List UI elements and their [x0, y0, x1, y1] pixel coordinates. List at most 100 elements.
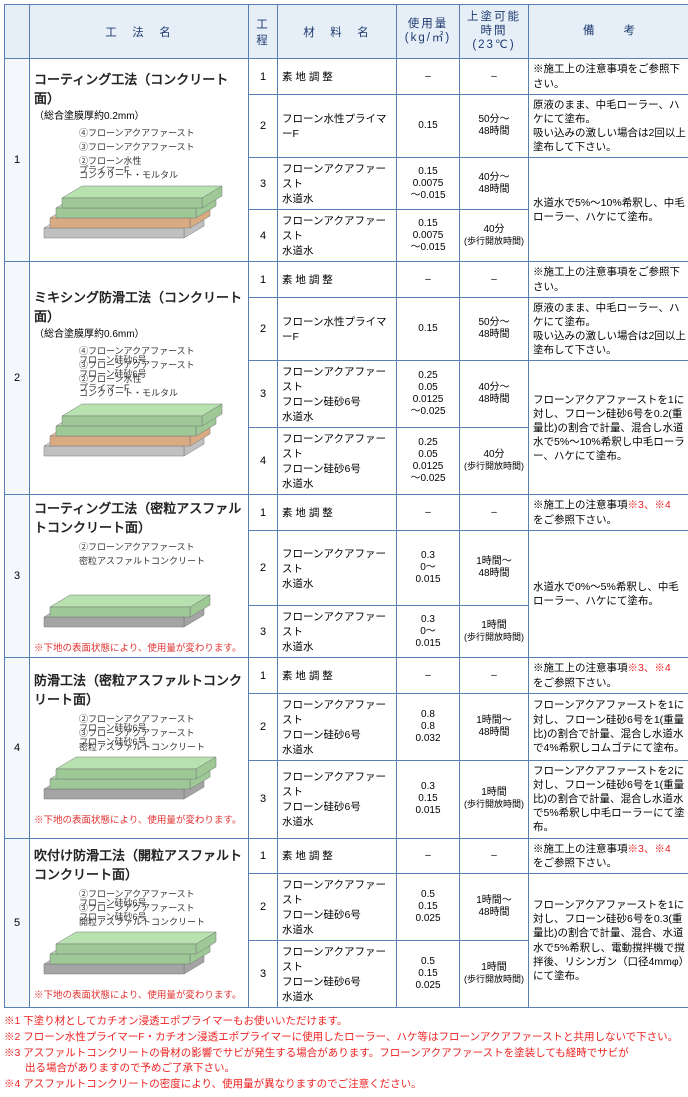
note-cell: フローンアクアファーストを1に対し、フローン硅砂6号を0.2(重量比)の割合で計…: [529, 361, 688, 495]
usage-amount: –: [397, 262, 460, 297]
step-number: 3: [249, 158, 278, 210]
recoat-time: –: [460, 262, 529, 297]
usage-amount: 0.30～0.015: [397, 530, 460, 606]
method-cell: コーティング工法（コンクリート面）（総合塗膜厚約0.2mm）④フローンアクアファ…: [30, 59, 249, 262]
note-cell: フローンアクアファーストを1に対し、フローン硅砂6号を1(重量比)の割合で計量、…: [529, 693, 688, 760]
step-number: 1: [249, 495, 278, 530]
usage-amount: 0.50.150.025: [397, 941, 460, 1008]
note-cell: ※施工上の注意事項※3、※4をご参照下さい。: [529, 838, 688, 873]
note-cell: フローンアクアファーストを2に対し、フローン硅砂6号を1(重量比)の割合で計量、…: [529, 760, 688, 838]
header-step: 工程: [249, 5, 278, 59]
svg-text:④フローンアクアファースト: ④フローンアクアファースト: [79, 128, 195, 138]
svg-text:コンクリート・モルタル: コンクリート・モルタル: [79, 388, 178, 398]
usage-amount: 0.250.050.0125～0.025: [397, 361, 460, 428]
header-idx: [5, 5, 30, 59]
material-name: 素 地 調 整: [278, 262, 397, 297]
step-number: 3: [249, 606, 278, 658]
usage-amount: –: [397, 658, 460, 693]
method-cell: ミキシング防滑工法（コンクリート面）（総合塗膜厚約0.6mm） ④フローンアクアフ…: [30, 262, 249, 495]
table-row: 1コーティング工法（コンクリート面）（総合塗膜厚約0.2mm）④フローンアクアフ…: [5, 59, 688, 94]
usage-amount: –: [397, 59, 460, 94]
recoat-time: 1時間(歩行開放時間): [460, 760, 529, 838]
note-cell: ※施工上の注意事項をご参照下さい。: [529, 59, 688, 94]
method-title: ミキシング防滑工法（コンクリート面）: [34, 287, 244, 325]
usage-amount: 0.80.80.032: [397, 693, 460, 760]
method-index: 5: [5, 838, 30, 1007]
method-title: コーティング工法（密粒アスファルトコンクリート面）: [34, 498, 244, 536]
method-diagram: ②フローンアクアファーストフローン硅砂6号③フローンアクアファーストフローン硅砂…: [34, 889, 234, 984]
method-cell: 吹付け防滑工法（開粒アスファルトコンクリート面）②フローンアクアファーストフロー…: [30, 838, 249, 1007]
recoat-time: –: [460, 59, 529, 94]
header-usage: 使用量(kg/㎡): [397, 5, 460, 59]
svg-text:③フローンアクアファースト: ③フローンアクアファースト: [79, 142, 195, 152]
usage-amount: 0.30～0.015: [397, 606, 460, 658]
usage-amount: 0.150.0075～0.015: [397, 158, 460, 210]
method-diagram: ②フローンアクアファースト密粒アスファルトコンクリート: [34, 542, 234, 637]
note-cell: ※施工上の注意事項※3、※4をご参照下さい。: [529, 495, 688, 530]
step-number: 4: [249, 428, 278, 495]
construction-methods-table: 工 法 名 工程 材 料 名 使用量(kg/㎡) 上塗可能時間(23℃) 備 考…: [4, 4, 688, 1008]
step-number: 2: [249, 94, 278, 158]
recoat-time: 40分(歩行開放時間): [460, 210, 529, 262]
recoat-time: 50分～48時間: [460, 297, 529, 361]
method-title: コーティング工法（コンクリート面）: [34, 69, 244, 107]
usage-amount: 0.50.150.025: [397, 874, 460, 941]
method-warning: ※下地の表面状態により、使用量が変わります。: [34, 640, 244, 654]
material-name: フローンアクアファーストフローン硅砂6号水道水: [278, 941, 397, 1008]
note-cell: ※施工上の注意事項※3、※4をご参照下さい。: [529, 658, 688, 693]
note-cell: 水道水で5%～10%希釈し、中毛ローラー、ハケにて塗布。: [529, 158, 688, 262]
step-number: 1: [249, 658, 278, 693]
step-number: 3: [249, 361, 278, 428]
table-row: 4防滑工法（密粒アスファルトコンクリート面）②フローンアクアファーストフローン硅…: [5, 658, 688, 693]
note-cell: 原液のまま、中毛ローラー、ハケにて塗布。吸い込みの激しい場合は2回以上塗布して下…: [529, 94, 688, 158]
usage-amount: 0.250.050.0125～0.025: [397, 428, 460, 495]
usage-amount: 0.15: [397, 94, 460, 158]
material-name: 素 地 調 整: [278, 495, 397, 530]
method-diagram: ④フローンアクアファーストフローン硅砂6号③フローンアクアファーストフローン硅砂…: [34, 346, 234, 466]
step-number: 3: [249, 760, 278, 838]
material-name: フローンアクアファースト水道水: [278, 210, 397, 262]
note-cell: フローンアクアファーストを1に対し、フローン硅砂6号を0.3(重量比)の割合で計…: [529, 874, 688, 1008]
step-number: 3: [249, 941, 278, 1008]
header-material: 材 料 名: [278, 5, 397, 59]
method-index: 4: [5, 658, 30, 838]
material-name: フローン水性プライマーF: [278, 297, 397, 361]
recoat-time: 40分～48時間: [460, 158, 529, 210]
recoat-time: 40分(歩行開放時間): [460, 428, 529, 495]
method-subtitle: （総合塗膜厚約0.6mm）: [34, 325, 244, 340]
footnote-line: ※2 フローン水性プライマーF・カチオン浸透エポプライマーに使用したローラー、ハ…: [4, 1030, 688, 1046]
material-name: 素 地 調 整: [278, 838, 397, 873]
step-number: 1: [249, 59, 278, 94]
footnotes: ※1 下塗り材としてカチオン浸透エポプライマーもお使いいただけます。※2 フロー…: [4, 1014, 688, 1093]
table-row: 2ミキシング防滑工法（コンクリート面）（総合塗膜厚約0.6mm）④フローンアクア…: [5, 262, 688, 297]
recoat-time: 1時間～48時間: [460, 874, 529, 941]
step-number: 2: [249, 530, 278, 606]
footnote-line: ※3 アスファルトコンクリートの骨材の影響でサビが発生する場合があります。フロー…: [4, 1046, 688, 1078]
material-name: 素 地 調 整: [278, 59, 397, 94]
note-cell: 原液のまま、中毛ローラー、ハケにて塗布。吸い込みの激しい場合は2回以上塗布して下…: [529, 297, 688, 361]
step-number: 2: [249, 297, 278, 361]
step-number: 4: [249, 210, 278, 262]
table-row: 5吹付け防滑工法（開粒アスファルトコンクリート面）②フローンアクアファーストフロ…: [5, 838, 688, 873]
recoat-time: 50分～48時間: [460, 94, 529, 158]
method-warning: ※下地の表面状態により、使用量が変わります。: [34, 987, 244, 1001]
material-name: 素 地 調 整: [278, 658, 397, 693]
method-index: 3: [5, 495, 30, 658]
svg-text:開粒アスファルトコンクリート: 開粒アスファルトコンクリート: [79, 916, 205, 927]
usage-amount: 0.30.150.015: [397, 760, 460, 838]
svg-text:密粒アスファルトコンクリート: 密粒アスファルトコンクリート: [79, 555, 205, 566]
recoat-time: –: [460, 495, 529, 530]
recoat-time: –: [460, 838, 529, 873]
method-index: 2: [5, 262, 30, 495]
method-warning: ※下地の表面状態により、使用量が変わります。: [34, 812, 244, 826]
header-method: 工 法 名: [30, 5, 249, 59]
recoat-time: 1時間～48時間: [460, 693, 529, 760]
material-name: フローン水性プライマーF: [278, 94, 397, 158]
svg-text:コンクリート・モルタル: コンクリート・モルタル: [79, 170, 178, 180]
svg-text:②フローンアクアファースト: ②フローンアクアファースト: [79, 542, 195, 552]
note-cell: 水道水で0%～5%希釈し、中毛ローラー、ハケにて塗布。: [529, 530, 688, 658]
method-title: 防滑工法（密粒アスファルトコンクリート面）: [34, 670, 244, 708]
usage-amount: 0.15: [397, 297, 460, 361]
material-name: フローンアクアファーストフローン硅砂6号水道水: [278, 428, 397, 495]
material-name: フローンアクアファースト水道水: [278, 530, 397, 606]
